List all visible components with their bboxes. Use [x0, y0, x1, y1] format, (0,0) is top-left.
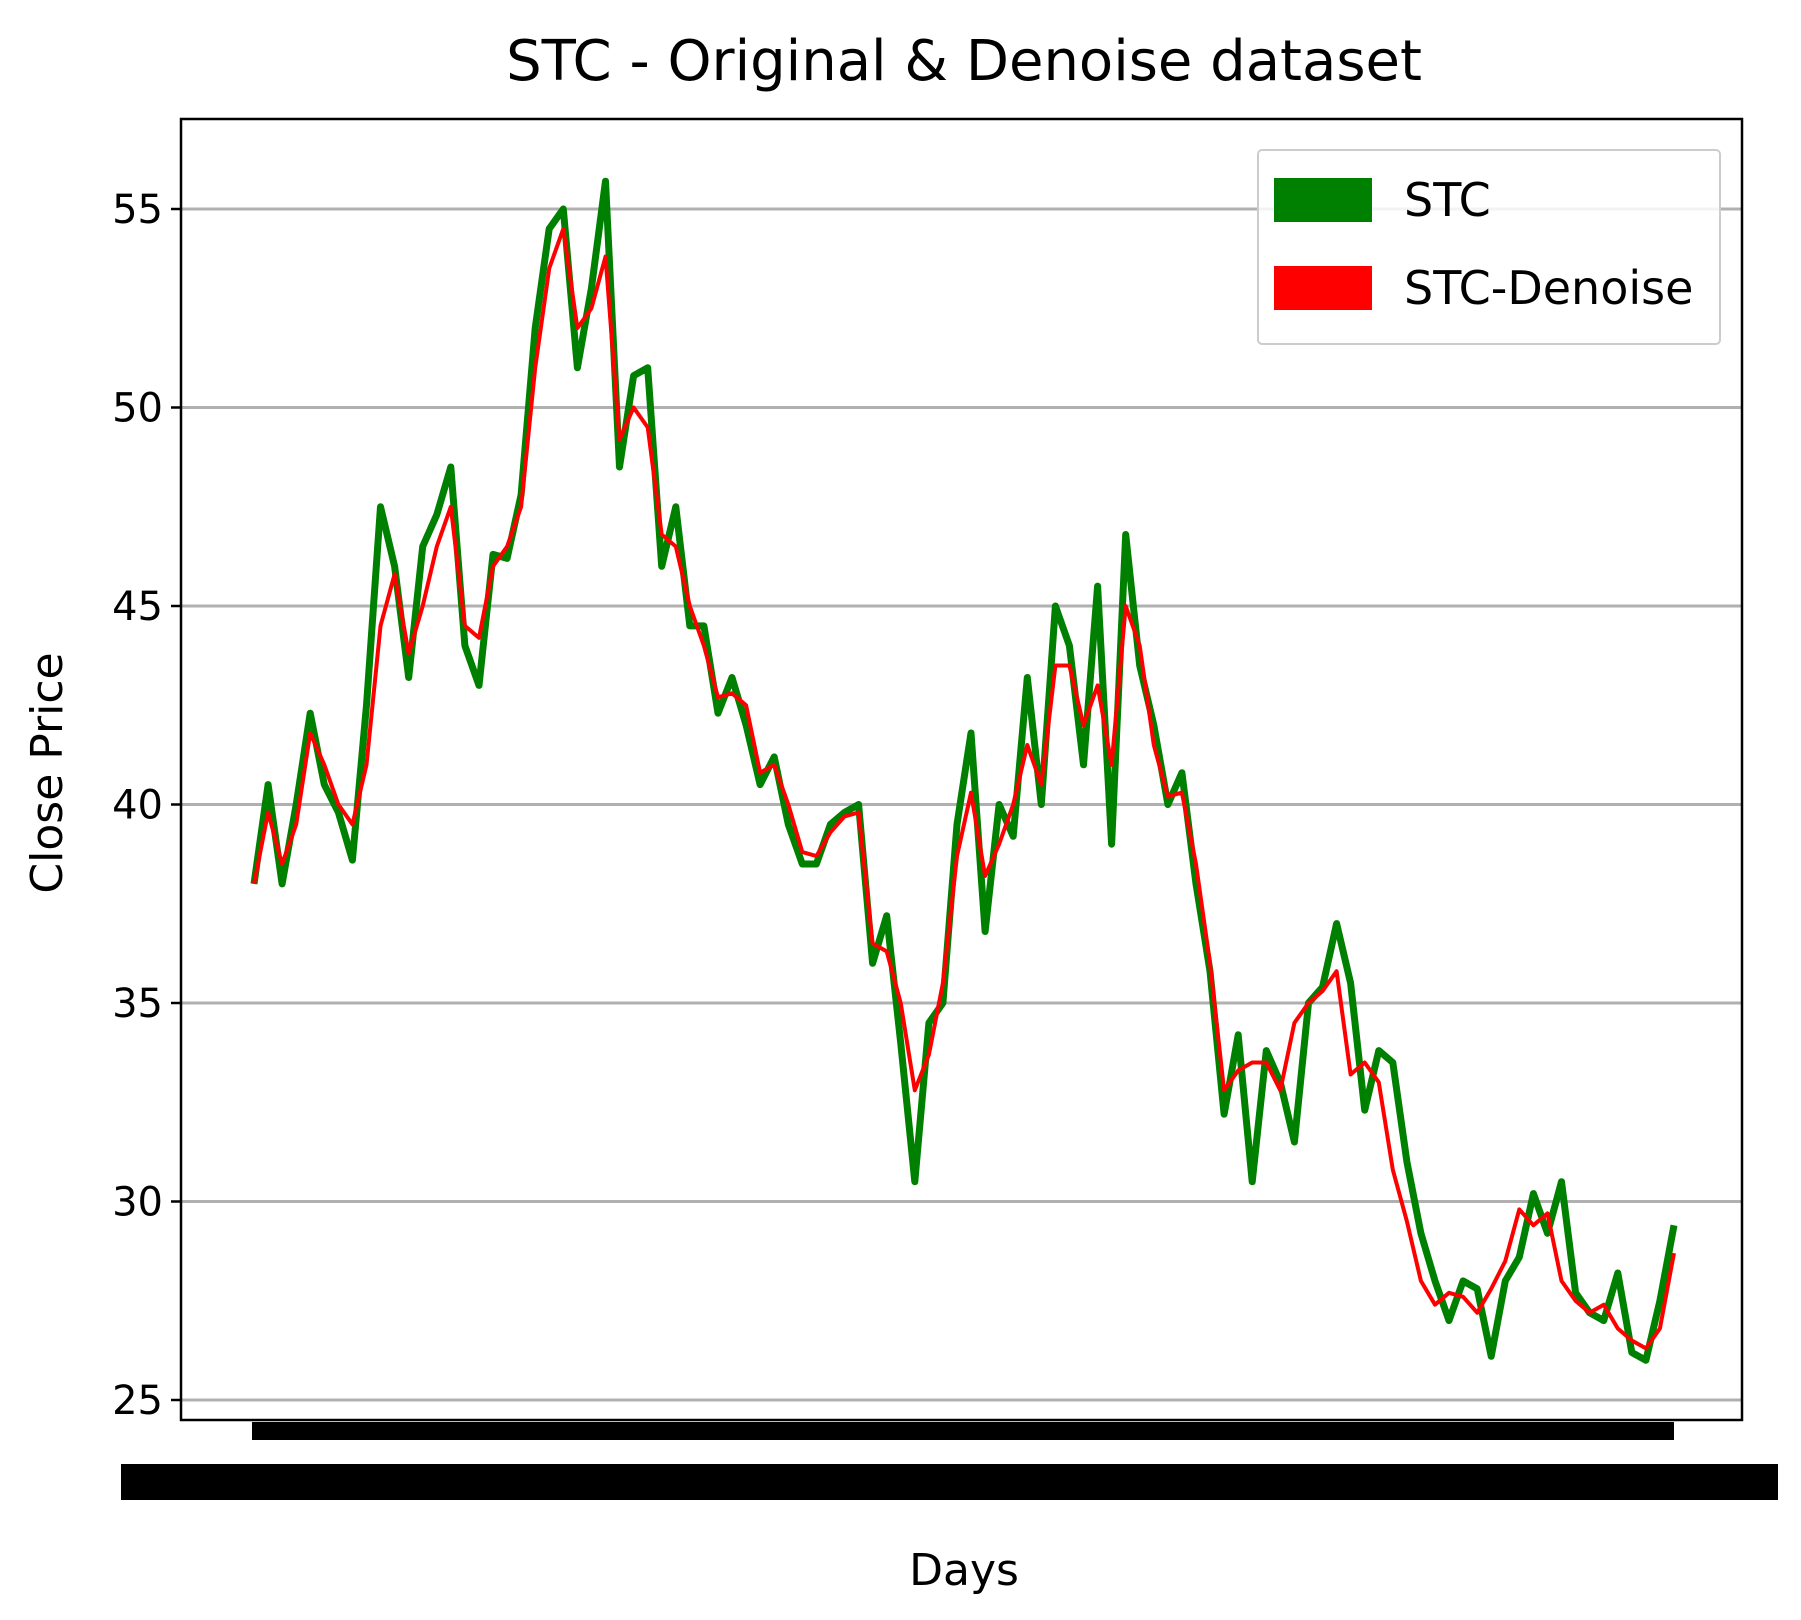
series-lines — [250, 177, 1678, 1364]
series-line-stc — [250, 177, 1678, 1364]
x-axis-tick-labels-overlapping — [121, 1464, 1778, 1500]
y-tick-label: 50 — [112, 386, 163, 432]
y-axis-ticks: 25 30 35 40 45 50 55 — [112, 187, 181, 1424]
x-axis-ticks-dense — [252, 1422, 1674, 1440]
y-tick-label: 35 — [112, 981, 163, 1027]
legend-swatch-stc — [1274, 178, 1372, 222]
y-tick-label: 25 — [112, 1378, 163, 1424]
x-axis-label: Days — [909, 1545, 1019, 1596]
legend-box — [1257, 149, 1721, 345]
y-tick-label: 30 — [112, 1180, 163, 1226]
chart-title: STC - Original & Denoise dataset — [506, 29, 1422, 94]
legend-swatch-stc-denoise — [1274, 266, 1372, 310]
y-tick-label: 45 — [112, 584, 163, 630]
y-tick-label: 40 — [112, 783, 163, 829]
legend: STC STC-Denoise — [1257, 149, 1721, 345]
y-tick-label: 55 — [112, 187, 163, 233]
legend-label-stc-denoise: STC-Denoise — [1404, 261, 1693, 315]
plot-frame — [179, 117, 1744, 1422]
grid — [181, 207, 1742, 1402]
series-line-stc-denoise — [252, 226, 1676, 1351]
y-axis-label: Close Price — [22, 652, 73, 893]
legend-label-stc: STC — [1404, 173, 1491, 227]
